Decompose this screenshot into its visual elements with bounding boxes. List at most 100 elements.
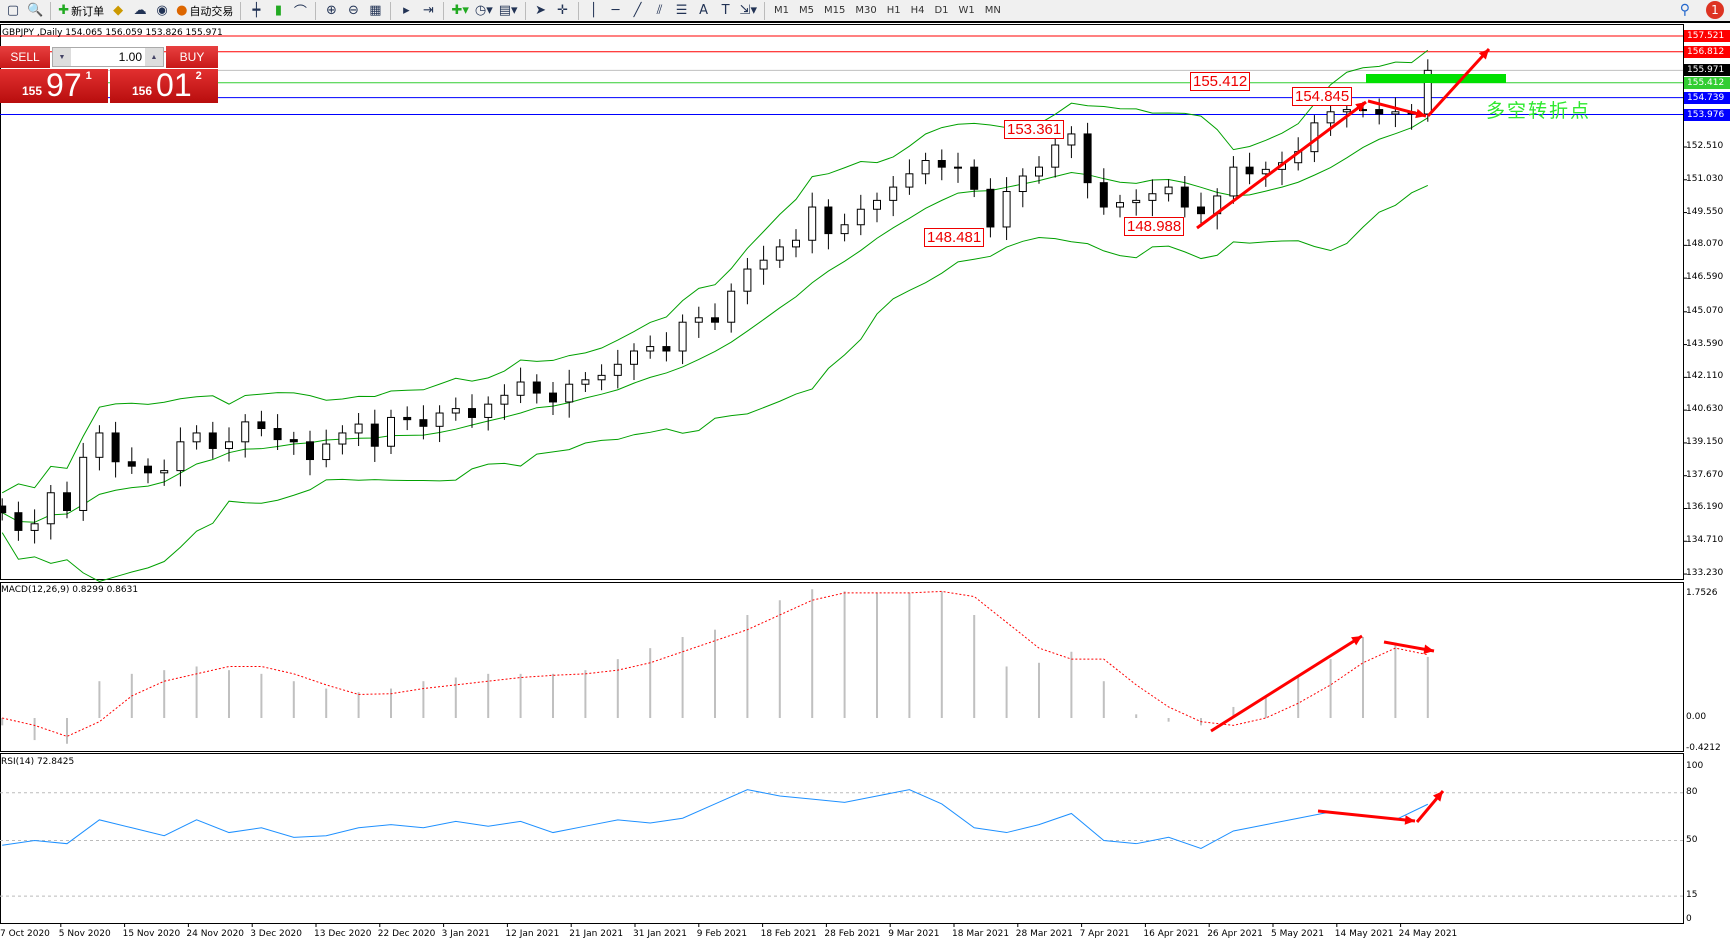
diamond-icon[interactable]: ◆ (113, 3, 124, 18)
price-annotation[interactable]: 154.845 (1292, 87, 1353, 106)
increase-lot-button[interactable]: ▲ (145, 48, 163, 66)
date-tick-label: 5 May 2021 (1271, 929, 1324, 939)
crosshair-icon[interactable]: ✛ (557, 3, 568, 18)
bollinger-middle (1, 117, 1429, 523)
candle (500, 394, 509, 405)
cursor-icon[interactable]: ➤ (535, 3, 546, 18)
horizontal-line-label: 155.412 (1684, 76, 1730, 89)
tile-windows-icon[interactable]: ▦ (369, 3, 382, 18)
horizontal-line-label: 155.971 (1684, 64, 1730, 77)
trendline-icon[interactable]: ╱ (633, 3, 642, 18)
indicators-icon[interactable]: ✚▾ (451, 3, 469, 18)
channel-icon[interactable]: ⫽ (656, 3, 663, 18)
sell-price[interactable]: 155 97 1 (0, 69, 108, 103)
bar-chart-icon[interactable]: ┿ (252, 3, 261, 18)
lot-size-stepper[interactable]: ▼ ▲ (52, 47, 164, 67)
period-clock-icon[interactable]: ◷▾ (474, 3, 493, 18)
arrows-icon[interactable]: ⇲▾ (739, 3, 757, 18)
zoom-in-icon[interactable]: ⊕ (325, 3, 337, 18)
lot-size-input[interactable] (71, 50, 145, 64)
text-icon[interactable]: A (699, 3, 708, 18)
chart-shift-icon[interactable]: ⇥ (422, 3, 434, 18)
new-order-button[interactable]: ✚ 新订单 (58, 3, 105, 18)
timeframe-h4[interactable]: H4 (910, 5, 925, 16)
templates-icon[interactable]: ▤▾ (498, 3, 518, 18)
arrowhead (1415, 108, 1426, 119)
candle (986, 188, 995, 228)
candle (322, 443, 331, 461)
date-tick-label: 22 Dec 2020 (377, 929, 436, 939)
line-chart-icon[interactable]: ⌒ (293, 5, 307, 20)
price-annotation[interactable]: 153.361 (1004, 120, 1065, 139)
price-tick-label: 151.030 (1686, 173, 1724, 184)
turning-point-note[interactable]: 多空转折点 (1486, 100, 1592, 122)
horizontal-line-icon[interactable]: ─ (611, 3, 620, 18)
price-tick-label: 137.670 (1686, 469, 1724, 480)
notification-badge[interactable]: 1 (1706, 1, 1724, 19)
date-tick-label: 28 Feb 2021 (824, 929, 881, 939)
zoom-window-icon[interactable]: 🔍 (27, 3, 44, 18)
buy-button[interactable]: BUY (166, 46, 218, 68)
autoscroll-icon[interactable]: ▸ (403, 3, 410, 18)
candle (403, 416, 412, 421)
price-annotation[interactable]: 148.988 (1124, 217, 1185, 236)
window-icon[interactable]: ▢ (6, 3, 20, 18)
timeframe-mn[interactable]: MN (984, 5, 1001, 16)
candle (597, 374, 606, 381)
candle (889, 186, 898, 201)
decrease-lot-button[interactable]: ▼ (53, 48, 71, 66)
macd-signal-line (2, 590, 1428, 737)
timeframe-m30[interactable]: M30 (855, 5, 877, 16)
auto-trading-icon: ● (176, 3, 188, 18)
divider (524, 1, 526, 20)
candle (1326, 111, 1335, 124)
date-tick-label: 26 Apr 2021 (1207, 929, 1263, 939)
candle (1197, 206, 1205, 215)
candle (808, 206, 817, 241)
signal-icon[interactable]: ◉ (156, 3, 168, 18)
timeframe-w1[interactable]: W1 (958, 5, 975, 16)
candle (1245, 166, 1254, 175)
arrowhead (1404, 815, 1415, 825)
timeframe-m5[interactable]: M5 (798, 5, 814, 16)
timeframe-d1[interactable]: D1 (934, 5, 949, 16)
cloud-icon[interactable]: ☁ (133, 3, 147, 18)
candle (306, 441, 314, 461)
horizontal-line-label: 157.521 (1684, 30, 1730, 42)
candle (694, 317, 703, 323)
date-tick-label: 3 Dec 2020 (250, 929, 302, 939)
text-label-icon[interactable]: T (721, 3, 730, 18)
zoom-out-icon[interactable]: ⊖ (347, 3, 359, 18)
divider (240, 1, 242, 20)
fibonacci-icon[interactable]: ☰ (675, 3, 688, 18)
candle (484, 403, 493, 418)
candle-chart-icon[interactable]: ▮ (274, 3, 283, 18)
panel-frame (0, 582, 1684, 752)
candle (824, 206, 833, 235)
candle (581, 379, 590, 385)
timeframe-h1[interactable]: H1 (886, 5, 901, 16)
red-arrow (1426, 47, 1491, 118)
buy-price[interactable]: 156 01 2 (110, 69, 218, 103)
candle (792, 239, 800, 248)
candle (873, 199, 881, 210)
candle (354, 423, 363, 434)
candle (208, 432, 217, 449)
arrowhead (1351, 636, 1362, 646)
horizontal-line-label: 154.739 (1684, 91, 1730, 104)
arrowhead (1423, 644, 1434, 654)
candle (759, 259, 768, 270)
timeframe-m15[interactable]: M15 (823, 5, 846, 16)
vertical-line-icon[interactable]: │ (589, 3, 598, 18)
search-icon[interactable]: ⚲ (1679, 2, 1690, 18)
candle (46, 492, 55, 525)
timeframe-m1[interactable]: M1 (773, 5, 789, 16)
green-zone (1366, 74, 1506, 83)
price-annotation[interactable]: 148.481 (924, 228, 985, 247)
sell-button[interactable]: SELL (0, 46, 50, 68)
price-annotation[interactable]: 155.412 (1190, 72, 1251, 91)
auto-trading-button[interactable]: ● 自动交易 (176, 3, 234, 18)
candle (1342, 109, 1351, 113)
